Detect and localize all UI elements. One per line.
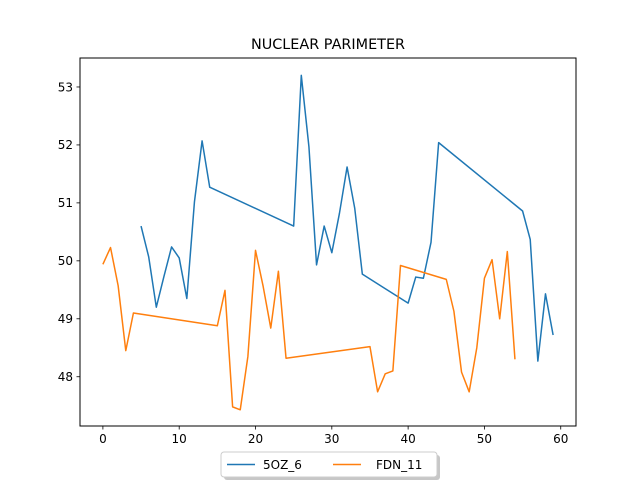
x-axis: 0 10 20 30 40 50 60 (99, 426, 568, 446)
y-tick-label: 53 (58, 80, 73, 94)
plot-frame (79, 57, 577, 427)
y-axis: 48 49 50 51 52 53 (58, 80, 80, 384)
chart-title: NUCLEAR PARIMETER (251, 37, 405, 53)
series-line-fdn-11 (102, 246, 516, 411)
legend-label-fdn-11: FDN_11 (376, 458, 422, 472)
x-tick-label: 40 (400, 432, 415, 446)
series-layer (102, 74, 554, 411)
y-tick-label: 49 (58, 312, 73, 326)
x-tick-label: 30 (324, 432, 339, 446)
y-tick-label: 50 (58, 254, 73, 268)
legend-label-5oz-6: 5OZ_6 (263, 458, 302, 472)
x-tick-label: 20 (248, 432, 263, 446)
y-tick-label: 52 (58, 138, 73, 152)
series-line-5oz-6 (140, 74, 554, 362)
x-tick-label: 60 (553, 432, 568, 446)
legend-frame (220, 451, 438, 478)
x-tick-label: 0 (99, 432, 107, 446)
x-tick-label: 50 (477, 432, 492, 446)
y-tick-label: 51 (58, 196, 73, 210)
legend: 5OZ_6 FDN_11 (220, 451, 440, 480)
y-tick-label: 48 (58, 370, 73, 384)
x-tick-label: 10 (172, 432, 187, 446)
